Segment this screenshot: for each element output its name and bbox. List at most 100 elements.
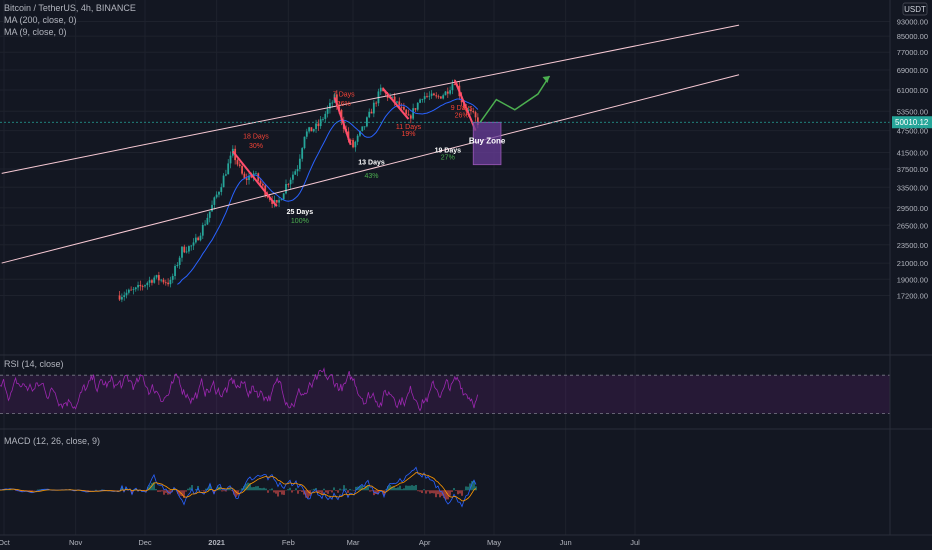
macd-histogram-bar	[229, 488, 231, 491]
time-tick-label: Dec	[138, 538, 152, 547]
macd-histogram-bar	[435, 490, 437, 498]
macd-histogram-bar	[253, 487, 255, 491]
candle-body	[442, 95, 445, 99]
macd-histogram-bar	[165, 490, 167, 493]
impulse-line	[333, 97, 352, 146]
candle-body	[317, 123, 320, 127]
macd-histogram-bar	[151, 482, 153, 491]
candle-body	[372, 102, 375, 114]
price-axis[interactable]: 93000.00 85000.00 77000.00 69000.00 61000.00…	[890, 0, 932, 550]
price-tick-label: 37500.00	[897, 165, 928, 174]
candle-body	[426, 96, 428, 97]
time-axis[interactable]: Oct Nov Dec 2021 Feb Mar Apr May Jun Jul	[0, 538, 640, 547]
candle-body	[148, 280, 151, 283]
macd-histogram-bar	[181, 490, 183, 497]
macd-histogram-bar	[297, 490, 299, 494]
macd-histogram-bar	[429, 490, 431, 494]
macd-histogram-bar	[319, 490, 321, 493]
macd-histogram-bar	[213, 490, 215, 494]
candle-body	[449, 90, 452, 94]
ma9-legend[interactable]: MA (9, close, 0)	[4, 27, 67, 37]
macd-histogram-bar	[259, 487, 261, 491]
candle-body	[215, 194, 218, 198]
impulse-line	[382, 88, 410, 120]
candle-body	[335, 94, 338, 107]
time-tick-label: 2021	[208, 538, 225, 547]
macd-histogram-bar	[431, 490, 433, 494]
macd-histogram-bar	[401, 489, 403, 491]
symbol-legend[interactable]: Bitcoin / TetherUS, 4h, BINANCE	[4, 3, 136, 13]
macd-legend[interactable]: MACD (12, 26, close, 9)	[4, 436, 101, 446]
candle-body	[470, 109, 472, 112]
impulse-down-lines	[232, 79, 477, 207]
macd-histogram-bar	[189, 487, 191, 491]
time-tick-label: Jul	[630, 538, 640, 547]
price-tick-label: 85000.00	[897, 32, 928, 41]
moving-average-line	[177, 98, 479, 285]
annotation-label: 18 Days	[243, 134, 269, 141]
macd-histogram-bar	[403, 488, 405, 491]
ma200-legend[interactable]: MA (200, close, 0)	[4, 15, 77, 25]
macd-histogram-bar	[361, 485, 363, 491]
candle-body	[278, 200, 280, 203]
annotation-label: 19 Days	[435, 148, 462, 155]
price-tick-label: 47500.00	[897, 127, 928, 136]
macd-histogram-bar	[337, 490, 339, 493]
macd-histogram-bar	[367, 485, 369, 491]
macd-histogram-bar	[439, 490, 441, 498]
macd-histogram-bar	[451, 490, 453, 492]
price-tick-label: 26500.00	[897, 221, 928, 230]
price-tick-label: 53500.00	[897, 107, 928, 116]
candle-body	[176, 264, 179, 267]
macd-signal-line	[0, 472, 477, 502]
channel-line-lower	[1, 74, 740, 264]
macd-histogram-bar	[203, 490, 205, 492]
annotation-label: 26%	[455, 112, 469, 119]
candle-body	[433, 93, 435, 96]
macd-histogram-bar	[239, 489, 241, 491]
macd-histogram-bar	[369, 490, 371, 492]
macd-histogram-bar	[27, 490, 29, 491]
candle-body	[451, 84, 454, 91]
candle-body	[349, 139, 352, 141]
macd-histogram-bar	[363, 488, 365, 491]
macd-histogram-bar	[355, 486, 357, 491]
macd-histogram-bar	[37, 489, 39, 491]
macd-histogram-bar	[455, 490, 457, 491]
candle-body	[409, 115, 412, 119]
candle-body	[185, 251, 188, 253]
macd-histogram-bar	[155, 489, 157, 491]
macd-histogram-bar	[205, 488, 207, 491]
macd-histogram-bar	[153, 482, 155, 491]
currency-badge[interactable]: USDT	[902, 2, 928, 16]
macd-histogram-bar	[245, 483, 247, 491]
macd-histogram-bar	[423, 489, 425, 491]
rsi-legend[interactable]: RSI (14, close)	[4, 359, 64, 369]
macd-histogram-bar	[317, 490, 319, 493]
macd-histogram-bar	[313, 488, 315, 491]
candle-body	[301, 148, 304, 159]
currency-label: USDT	[904, 5, 926, 14]
macd-histogram-bar	[267, 490, 269, 493]
candle-body	[162, 279, 165, 283]
panel-separators	[0, 0, 932, 536]
candle-body	[331, 102, 334, 104]
macd-histogram-bar	[415, 484, 417, 491]
time-tick-label: Apr	[419, 538, 431, 547]
macd-line	[0, 466, 477, 508]
macd-histogram-bar	[395, 487, 397, 491]
macd-histogram-bar	[243, 485, 245, 491]
macd-histogram-bar	[279, 490, 281, 493]
candle-body	[437, 96, 440, 98]
candle-body	[398, 101, 401, 107]
price-tick-label: 29500.00	[897, 204, 928, 213]
macd-histogram-bar	[331, 490, 333, 493]
price-tick-label: 17200.00	[897, 291, 928, 300]
macd-panel: 3000.002000.001000.000.00-1000.00-2000.0…	[0, 428, 928, 534]
annotation-label: 100%	[291, 218, 309, 225]
candle-body	[428, 95, 431, 97]
candle-body	[197, 237, 200, 241]
macd-histogram-bar	[371, 490, 373, 492]
candle-body	[171, 276, 174, 280]
